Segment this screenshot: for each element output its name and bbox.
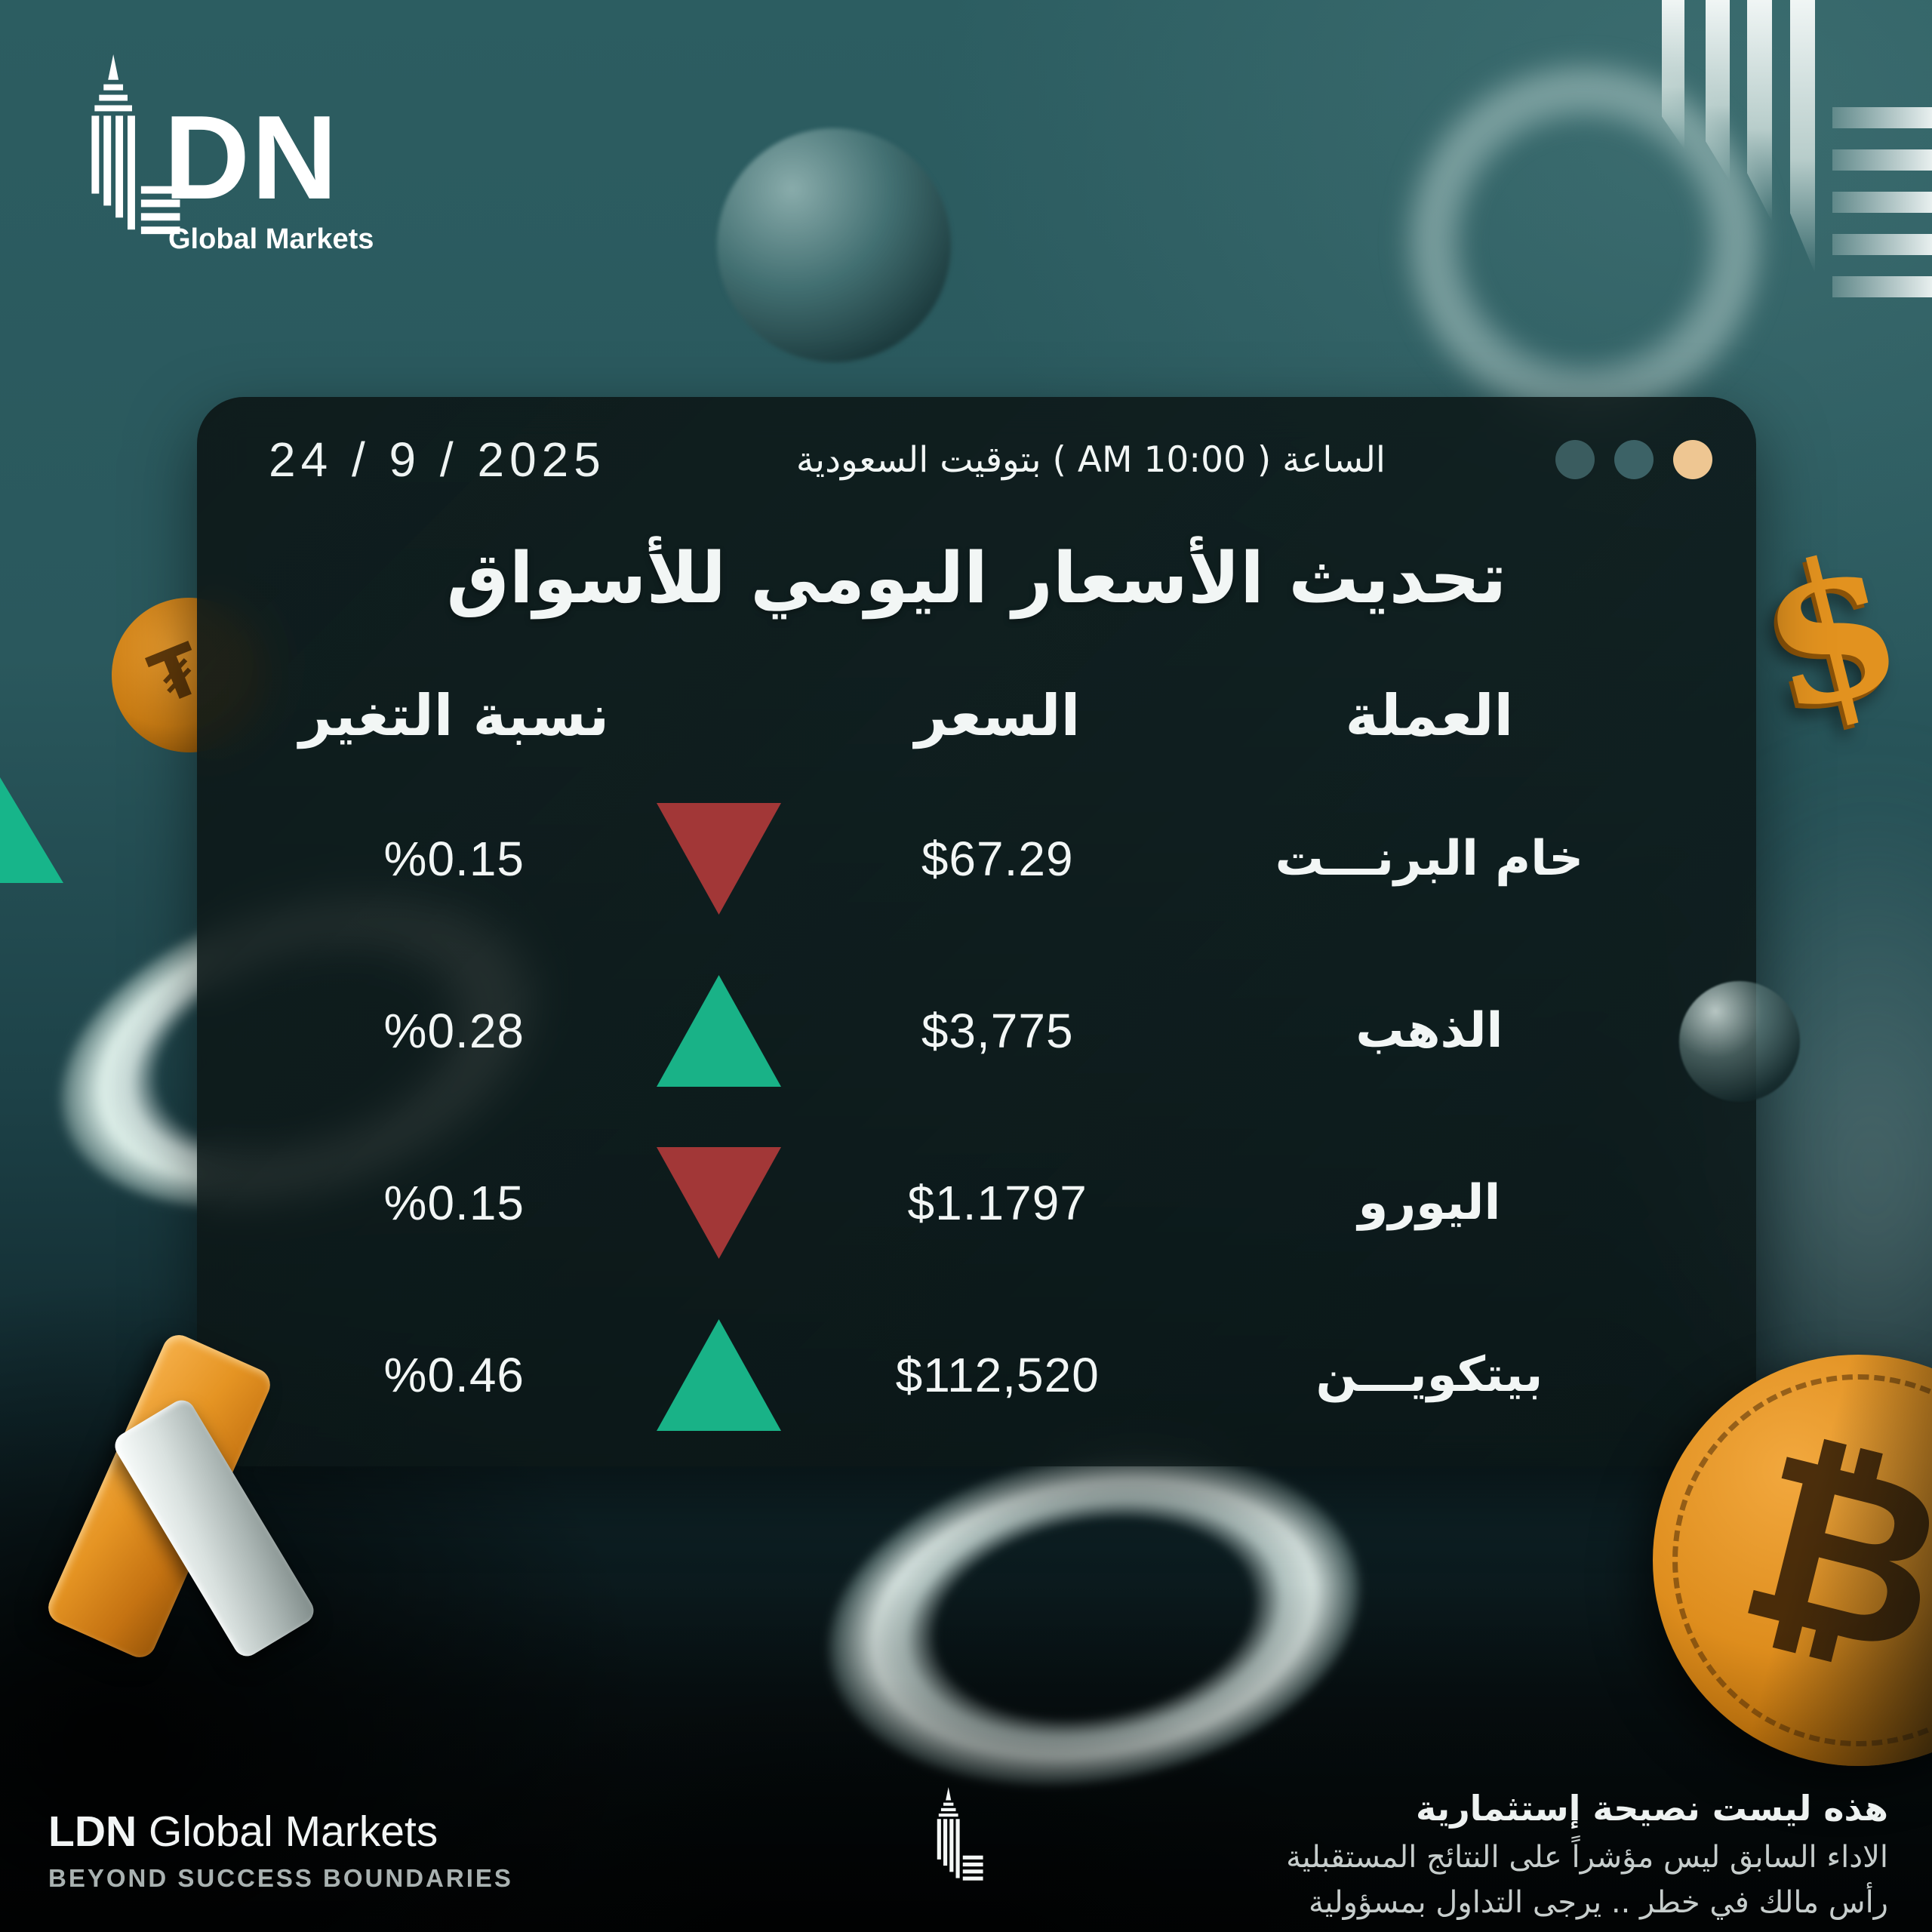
corner-stripes-decoration [1657, 0, 1932, 325]
currency-name: الذهب [1355, 1003, 1503, 1059]
window-header: 24 / 9 / 2025 الساعة ( AM 10:00 ) بتوقيت… [197, 397, 1756, 512]
table-row: خام البرنـــت $67.29 %0.15 [280, 773, 1673, 945]
glass-sphere-decoration [717, 128, 951, 362]
currency-name: بيتكويـــن [1315, 1347, 1543, 1403]
disclaimer: هذه ليست نصيحة إستثمارية الاداء السابق ل… [1286, 1783, 1888, 1925]
currency-name: خام البرنـــت [1275, 831, 1584, 887]
change-value: %0.28 [383, 1003, 525, 1058]
change-value: %0.46 [383, 1347, 525, 1402]
brand-logo: DN Global Markets [72, 54, 374, 256]
change-value: %0.15 [383, 831, 525, 886]
table-row: اليورو $1.1797 %0.15 [280, 1117, 1673, 1289]
window-controls [1555, 440, 1712, 479]
price-value: $3,775 [921, 1003, 1074, 1058]
disclaimer-line: رأس مالك في خطر .. يرجى التداول بمسؤولية [1308, 1885, 1888, 1920]
down-triangle-icon [657, 803, 782, 915]
column-header-price: السعر [915, 682, 1081, 749]
window-dot-icon [1614, 440, 1654, 479]
up-triangle-icon [657, 1319, 782, 1431]
footer-brand-rest: Global Markets [137, 1807, 438, 1856]
price-table: العملة السعر نسبة التغير خام البرنـــت $… [197, 658, 1756, 1461]
window-dot-accent-icon [1673, 440, 1712, 479]
column-header-currency: العملة [1345, 682, 1514, 749]
footer-building-icon [927, 1787, 986, 1891]
price-value: $1.1797 [907, 1175, 1088, 1230]
disclaimer-line: هذه ليست نصيحة إستثمارية [1416, 1788, 1888, 1829]
page-title: تحديث الأسعار اليومي للأسواق [446, 537, 1507, 619]
footer-brand-bold: LDN [48, 1807, 137, 1856]
column-header-change: نسبة التغير [299, 682, 610, 749]
price-window: 24 / 9 / 2025 الساعة ( AM 10:00 ) بتوقيت… [197, 397, 1756, 1466]
price-value: $67.29 [921, 831, 1074, 886]
price-value: $112,520 [895, 1347, 1100, 1402]
logo-text: DN [164, 91, 340, 224]
table-header-row: العملة السعر نسبة التغير [280, 658, 1673, 773]
time-label: الساعة ( AM 10:00 ) بتوقيت السعودية [795, 438, 1386, 481]
up-triangle-icon [657, 975, 782, 1087]
dollar-sign-icon: $ [1739, 508, 1922, 757]
green-triangle-decoration [0, 777, 63, 883]
glass-ring-decoration [1366, 23, 1804, 460]
date-label: 24 / 9 / 2025 [269, 432, 606, 487]
disclaimer-line: الاداء السابق ليس مؤشراً على النتائج الم… [1286, 1840, 1888, 1875]
table-row: الذهب $3,775 %0.28 [280, 945, 1673, 1117]
window-dot-icon [1555, 440, 1595, 479]
footer-brand: LDN Global Markets BEYOND SUCCESS BOUNDA… [48, 1807, 513, 1893]
logo-subtitle: Global Markets [168, 223, 374, 255]
down-triangle-icon [657, 1147, 782, 1259]
change-value: %0.15 [383, 1175, 525, 1230]
table-row: بيتكويـــن $112,520 %0.46 [280, 1289, 1673, 1461]
currency-name: اليورو [1358, 1175, 1501, 1231]
footer-tagline: BEYOND SUCCESS BOUNDARIES [48, 1864, 513, 1892]
